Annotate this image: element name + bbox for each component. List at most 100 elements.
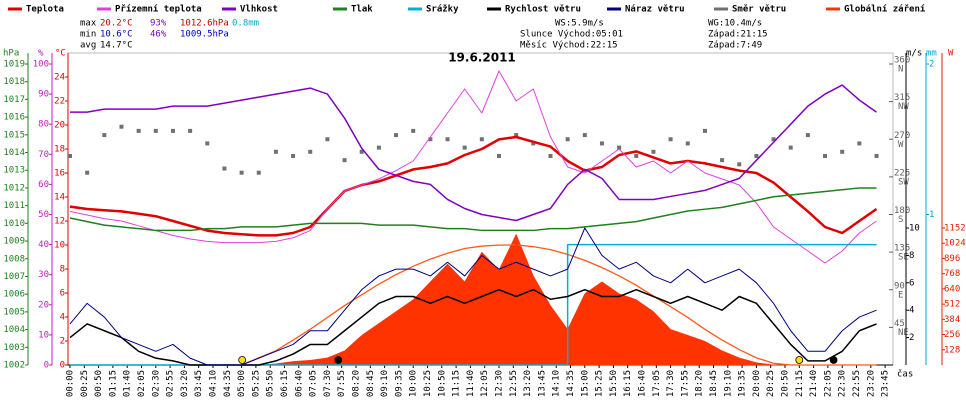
info-text: Měsíc Východ:22:15 xyxy=(520,41,618,51)
x-tick-label: 13:45 xyxy=(537,370,547,397)
x-tick-label: 20:00 xyxy=(752,370,762,397)
y-tick-label: 100 xyxy=(33,60,49,70)
info-text: Západ:21:15 xyxy=(708,30,768,40)
x-tick-label: 05:50 xyxy=(266,370,276,397)
direction-point xyxy=(514,133,519,138)
y-tick-label: 8 xyxy=(60,265,65,275)
x-tick-label: 06:40 xyxy=(294,370,304,397)
sun-moon-marker xyxy=(829,356,838,364)
y-tick-label: 1018 xyxy=(3,77,25,87)
direction-point xyxy=(445,137,450,142)
direction-point xyxy=(428,137,433,142)
y-tick-label: 1008 xyxy=(3,254,25,264)
direction-point xyxy=(308,149,313,154)
x-tick-label: 02:30 xyxy=(151,370,161,397)
x-tick-label: 10:25 xyxy=(423,370,433,397)
direction-point xyxy=(170,128,175,133)
x-tick-label: 15:25 xyxy=(595,370,605,397)
legend-label: Teplota xyxy=(26,5,64,15)
x-tick-label: 11:40 xyxy=(466,370,476,397)
x-tick-label: 20:50 xyxy=(781,370,791,397)
x-tick-label: 18:20 xyxy=(695,370,705,397)
x-tick-label: 16:15 xyxy=(623,370,633,397)
direction-point xyxy=(668,137,673,142)
direction-point xyxy=(411,128,416,133)
axis-unit: hPa xyxy=(3,49,19,59)
y-tick-label: 1019 xyxy=(3,60,25,70)
x-tick-label: 21:15 xyxy=(795,370,805,397)
y-tick-label: 90 xyxy=(38,90,49,100)
y-tick-label: 1010 xyxy=(3,219,25,229)
stat-pressure: 1009.5hPa xyxy=(180,30,229,40)
y-tick-label: 12 xyxy=(54,217,65,227)
direction-point xyxy=(857,141,862,146)
direction-point xyxy=(599,141,604,146)
sun-moon-marker xyxy=(238,356,247,364)
y-tick-label: 768 xyxy=(944,269,960,279)
x-tick-label: 16:40 xyxy=(638,370,648,397)
x-tick-label: 06:15 xyxy=(280,370,290,397)
direction-point xyxy=(720,158,725,163)
y-tick-label: 30 xyxy=(38,270,49,280)
y-tick-label: 1017 xyxy=(3,95,25,105)
y-tick-label: 20 xyxy=(54,121,65,131)
direction-point xyxy=(565,137,570,142)
series-line xyxy=(69,288,877,366)
direction-point xyxy=(702,128,707,133)
x-tick-label: 02:05 xyxy=(137,370,147,397)
direction-point xyxy=(68,153,72,158)
y-tick-label: 80 xyxy=(38,120,49,130)
y-tick-label: 6 xyxy=(909,278,914,288)
x-tick-label: 08:20 xyxy=(352,370,362,397)
y-tick-label: 40 xyxy=(38,240,49,250)
stat-temp: 20.2°C xyxy=(100,19,133,29)
x-tick-label: 22:30 xyxy=(838,370,848,397)
x-tick-label: 07:05 xyxy=(309,370,319,397)
axis-unit: W xyxy=(948,49,954,59)
info-text: Západ:7:49 xyxy=(708,41,762,51)
y-tick-label: 2 xyxy=(60,337,65,347)
y-tick-label: 384 xyxy=(944,315,960,325)
stat-label: avg xyxy=(80,41,96,51)
direction-point xyxy=(497,153,501,158)
direction-point xyxy=(85,170,90,175)
axis-unit: mm xyxy=(926,49,937,59)
direction-point xyxy=(531,141,536,146)
legend-label: Vlhkost xyxy=(240,5,278,15)
direction-point xyxy=(874,153,879,158)
direction-tick-label: 135 xyxy=(894,244,910,254)
x-tick-label: 07:55 xyxy=(337,370,347,397)
direction-tick-label: 225 xyxy=(894,168,910,178)
y-tick-label: 1024 xyxy=(944,239,966,249)
series-line xyxy=(69,135,878,237)
x-tick-label: 05:25 xyxy=(251,370,261,397)
y-tick-label: 0 xyxy=(60,361,65,371)
direction-point xyxy=(325,137,330,142)
direction-point xyxy=(102,133,107,138)
axis-unit: °C xyxy=(55,49,66,59)
y-tick-label: 50 xyxy=(38,210,49,220)
axis-unit: % xyxy=(38,49,44,59)
y-tick-label: 6 xyxy=(60,289,65,299)
x-tick-label: 17:55 xyxy=(680,370,690,397)
y-tick-label: 20 xyxy=(38,300,49,310)
x-tick-label: 18:45 xyxy=(709,370,719,397)
x-tick-label: 04:35 xyxy=(223,370,233,397)
legend-label: Náraz větru xyxy=(625,4,685,15)
x-tick-label: 15:50 xyxy=(609,370,619,397)
direction-point xyxy=(222,166,227,171)
y-tick-label: 1009 xyxy=(3,237,25,247)
legend-label: Rychlost větru xyxy=(505,4,581,15)
x-tick-label: 22:55 xyxy=(852,370,862,397)
y-tick-label: 16 xyxy=(54,169,65,179)
direction-point xyxy=(582,133,587,138)
y-tick-label: 1016 xyxy=(3,113,25,123)
x-tick-label: 08:45 xyxy=(366,370,376,397)
direction-point xyxy=(342,158,347,163)
stat-temp: 10.6°C xyxy=(100,30,133,40)
x-tick-label: 10:50 xyxy=(437,370,447,397)
direction-point xyxy=(651,149,656,154)
direction-point xyxy=(188,128,193,133)
compass-label: SE xyxy=(898,253,909,263)
y-tick-label: 640 xyxy=(944,284,960,294)
